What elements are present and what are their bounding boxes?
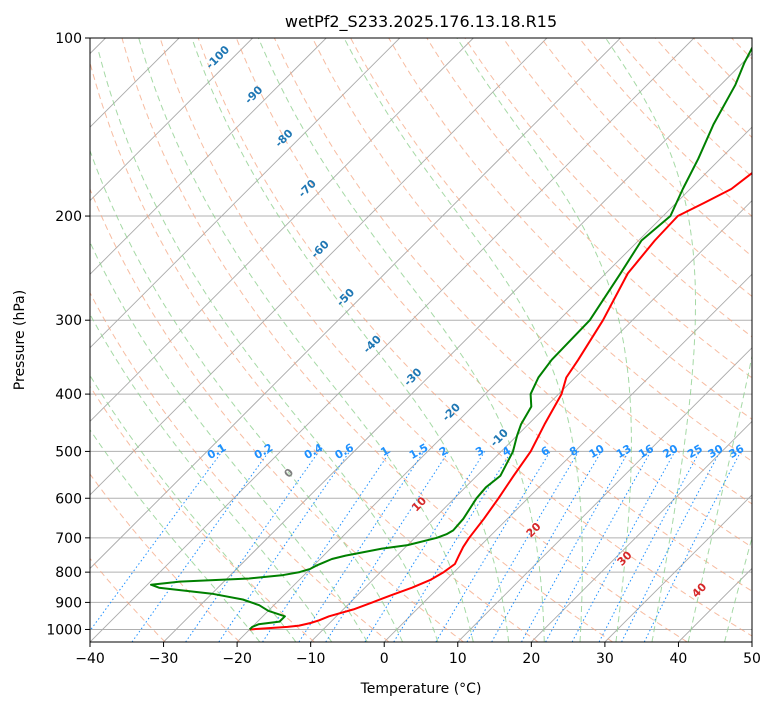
isotherm-gridline (90, 38, 401, 349)
x-axis: −40 −30 −20 −10 0 10 20 30 40 50 (75, 642, 761, 667)
isotherm-gridline (383, 273, 752, 642)
moist-adiabat (191, 38, 510, 642)
mixing-ratio-line (393, 451, 512, 642)
profile-lines (150, 45, 752, 631)
dry-adiabat (312, 38, 752, 505)
chart-title: wetPf2_S233.2025.176.13.18.R15 (285, 12, 557, 32)
dry-adiabat (350, 38, 752, 462)
moist-adiabat (90, 149, 404, 642)
y-axis: 100 200 300 400 500 600 700 800 900 1000 (46, 31, 90, 638)
x-tick-label: 0 (380, 651, 389, 667)
y-tick-label: 500 (55, 444, 82, 460)
y-tick-label: 900 (55, 595, 82, 611)
moist-adiabat (605, 38, 696, 642)
mixing-ratio-line (521, 451, 630, 642)
dry-adiabat (90, 60, 539, 642)
dry-adiabat (235, 38, 752, 592)
x-tick-label: 30 (596, 651, 614, 667)
y-tick-label: 300 (55, 313, 82, 329)
isotherm-gridline (531, 420, 752, 642)
dry-adiabat (388, 38, 752, 420)
x-tick-label: −10 (296, 651, 326, 667)
y-tick-label: 1000 (46, 622, 82, 638)
isotherm-gridline (310, 200, 752, 642)
x-tick-label: 40 (670, 651, 688, 667)
moist-adiabat (343, 38, 583, 642)
y-tick-label: 400 (55, 387, 82, 403)
x-tick-label: 50 (743, 651, 761, 667)
isotherm-gridline (90, 38, 621, 570)
dry-adiabat (121, 38, 613, 642)
x-axis-title: Temperature (°C) (360, 681, 482, 697)
x-tick-label: −30 (149, 651, 179, 667)
y-tick-label: 800 (55, 565, 82, 581)
isotherm-gridline (90, 38, 327, 275)
dry-adiabat (159, 38, 688, 642)
x-tick-label: −40 (75, 651, 105, 667)
x-tick-label: 10 (449, 651, 467, 667)
isotherm-gridline (163, 52, 752, 642)
moist-adiabat (687, 353, 752, 642)
dry-adiabat (197, 38, 752, 637)
moist-adiabat (90, 374, 297, 642)
isotherm-gridline (457, 347, 752, 642)
dry-adiabat (90, 187, 464, 642)
mixing-ratio-line (571, 451, 676, 642)
isotherm-gridline (90, 38, 548, 496)
x-tick-label: 20 (522, 651, 540, 667)
mixing-ratio-line (90, 451, 223, 632)
dewpoint-line (150, 45, 752, 631)
moist-adiabat (724, 535, 752, 642)
y-tick-label: 100 (55, 31, 82, 47)
mixing-ratio-line (131, 451, 270, 642)
plot-frame (89, 37, 753, 643)
moist-adiabat (90, 428, 261, 642)
isotherm-gridline (604, 494, 752, 642)
moist-adiabat (138, 38, 474, 642)
dry-adiabat (90, 385, 315, 642)
mixing-ratio-line (643, 451, 742, 642)
x-tick-label: −20 (222, 651, 252, 667)
dry-adiabat (502, 38, 752, 298)
y-axis-title: Pressure (hPa) (12, 290, 28, 390)
temperature-line (249, 171, 752, 631)
mixing-ratio-line (185, 451, 320, 642)
moist-adiabat (257, 38, 545, 642)
isotherm-gridline (236, 126, 752, 642)
dry-adiabat (426, 38, 752, 379)
background-lines (90, 38, 752, 642)
moist-adiabat (97, 50, 439, 642)
isotherm-gridline (90, 38, 253, 202)
dry-adiabat (90, 291, 390, 642)
mixing-ratio-line (545, 451, 652, 642)
isotherm-gridline (90, 38, 695, 642)
dry-adiabat (464, 38, 752, 338)
mixing-ratio-line (218, 451, 351, 642)
mixing-ratio-line (262, 451, 391, 642)
dry-adiabat (273, 38, 752, 548)
mixing-ratio-line (325, 451, 450, 642)
y-tick-label: 200 (55, 209, 82, 225)
y-tick-label: 700 (55, 531, 82, 547)
moist-adiabat (90, 313, 333, 642)
mixing-ratio-line (298, 451, 425, 642)
dry-adiabat (90, 473, 241, 642)
isotherm-gridline (90, 38, 474, 422)
moist-adiabat (90, 241, 368, 642)
y-tick-label: 600 (55, 491, 82, 507)
